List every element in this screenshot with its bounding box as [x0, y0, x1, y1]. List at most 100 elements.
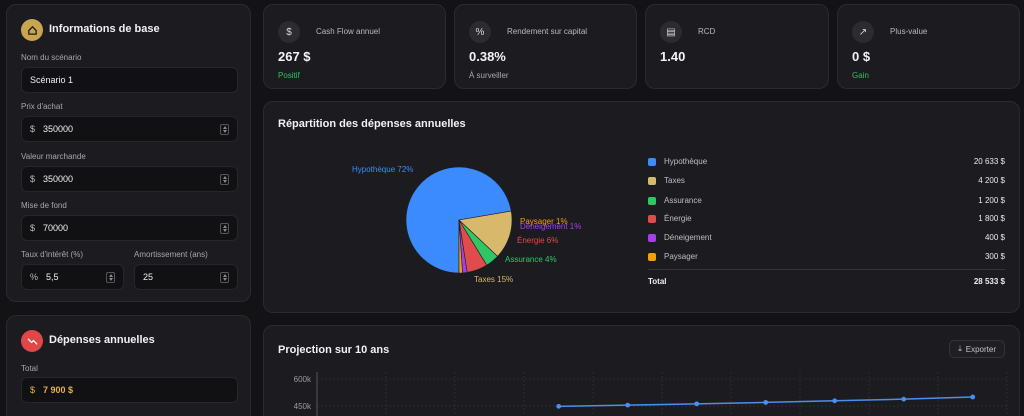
depenses-total-input[interactable]: $ 7 900 $ [21, 377, 238, 403]
scenario-value: Scénario 1 [30, 75, 74, 85]
scenario-name-input[interactable]: Scénario 1 [21, 67, 238, 93]
projection-line-chart: 600k 450k [294, 372, 1008, 416]
kpi-status: Gain [852, 71, 869, 80]
legend-value: 1 200 $ [978, 196, 1005, 205]
mise-value: 70000 [43, 223, 69, 233]
export-button[interactable]: ⤓ Exporter [949, 340, 1005, 358]
depenses-total-label: Total [21, 364, 38, 373]
trend-down-icon [21, 330, 43, 352]
depenses-total-value: 7 900 $ [43, 385, 74, 395]
pie-data-label: Énergie 6% [517, 236, 558, 245]
depenses-card: Dépenses annuelles Total $ 7 900 $ [6, 315, 251, 416]
legend-label: Paysager [664, 252, 698, 261]
base-info-card: Informations de base Nom du scénario Scé… [6, 4, 251, 302]
legend-item: Énergie 1 800 $ [648, 213, 1005, 227]
kpi-label: Rendement sur capital [507, 27, 588, 36]
taux-value: 5,5 [46, 272, 59, 282]
kpi-status: Positif [278, 71, 300, 80]
projection-point[interactable] [694, 401, 700, 407]
legend-swatch [648, 177, 656, 185]
depenses-title: Dépenses annuelles [49, 334, 155, 346]
calculator-icon: ▤ [660, 21, 682, 43]
number-spinner[interactable] [220, 124, 229, 135]
amort-label: Amortissement (ans) [134, 250, 208, 259]
amortissement-input[interactable]: 25 [134, 264, 238, 290]
kpi-value: 1.40 [660, 49, 686, 64]
legend-swatch [648, 158, 656, 166]
taux-interet-input[interactable]: % 5,5 [21, 264, 124, 290]
legend-swatch [648, 197, 656, 205]
home-icon [21, 19, 43, 41]
number-spinner[interactable] [220, 272, 229, 283]
kpi-card-plus-value: ↗ Plus-value 0 $ Gain [837, 4, 1020, 89]
kpi-card-cashflow: $ Cash Flow annuel 267 $ Positif [263, 4, 446, 89]
legend-item: Hypothèque 20 633 $ [648, 156, 1005, 170]
download-icon: ⤓ [958, 344, 962, 353]
valeur-value: 350000 [43, 174, 74, 184]
percent-icon: % [469, 21, 491, 43]
legend-value: 20 633 $ [973, 157, 1005, 166]
projection-title: Projection sur 10 ans [278, 344, 390, 356]
kpi-label: RCD [698, 27, 716, 36]
kpi-value: 267 $ [278, 49, 311, 64]
pie-slice-taxes[interactable] [458, 210, 513, 257]
prix-label: Prix d'achat [21, 102, 63, 111]
projection-point[interactable] [832, 398, 838, 404]
legend-swatch [648, 234, 656, 242]
number-spinner[interactable] [220, 174, 229, 185]
legend-item: Taxes 4 200 $ [648, 175, 1005, 189]
pie-data-label: Paysager 1% [520, 217, 568, 226]
dollar-prefix: $ [30, 174, 36, 184]
legend-item: Paysager 300 $ [648, 251, 1005, 265]
prix-value: 350000 [43, 124, 74, 134]
y-tick-label: 450k [294, 402, 312, 411]
legend-total-value: 28 533 $ [973, 277, 1005, 286]
legend-swatch [648, 253, 656, 261]
percent-prefix: % [30, 272, 39, 282]
projection-point[interactable] [763, 400, 769, 405]
projection-card: Projection sur 10 ans ⤓ Exporter 600k 450… [263, 325, 1020, 416]
kpi-status: À surveiller [469, 71, 509, 80]
pie-slice-paysager[interactable] [458, 219, 463, 274]
repartition-title: Répartition des dépenses annuelles [278, 118, 466, 130]
kpi-label: Plus-value [890, 27, 928, 36]
legend-label: Taxes [664, 176, 685, 185]
legend-swatch [648, 215, 656, 223]
legend-value: 1 800 $ [978, 214, 1005, 223]
taux-label: Taux d'intérêt (%) [21, 250, 83, 259]
number-spinner[interactable] [220, 223, 229, 234]
pie-data-label: Taxes 15% [474, 275, 513, 284]
repartition-card: Répartition des dépenses annuelles Hypot… [263, 101, 1020, 313]
prix-achat-input[interactable]: $ 350000 [21, 116, 238, 142]
projection-point[interactable] [970, 394, 976, 400]
export-label: Exporter [965, 344, 996, 354]
valeur-marchande-input[interactable]: $ 350000 [21, 166, 238, 192]
legend-divider [648, 269, 1005, 270]
kpi-label: Cash Flow annuel [316, 27, 381, 36]
valeur-label: Valeur marchande [21, 152, 86, 161]
legend-value: 4 200 $ [978, 176, 1005, 185]
dollar-prefix: $ [30, 223, 36, 233]
legend-item: Assurance 1 200 $ [648, 195, 1005, 209]
mise-de-fond-input[interactable]: $ 70000 [21, 215, 238, 241]
dollar-prefix: $ [30, 385, 36, 395]
projection-point[interactable] [625, 402, 631, 408]
pie-data-label: Déneigement 1% [520, 222, 581, 231]
mise-label: Mise de fond [21, 201, 67, 210]
kpi-value: 0.38% [469, 49, 506, 64]
projection-point[interactable] [901, 396, 907, 402]
legend-label: Assurance [664, 196, 702, 205]
legend-label: Déneigement [664, 233, 712, 242]
dollar-prefix: $ [30, 124, 36, 134]
kpi-value: 0 $ [852, 49, 871, 64]
amort-value: 25 [143, 272, 154, 282]
y-tick-label: 600k [294, 375, 312, 384]
pie-data-label: Assurance 4% [505, 255, 557, 264]
kpi-card-rcd: ▤ RCD 1.40 [645, 4, 829, 89]
projection-point[interactable] [556, 403, 562, 409]
legend-total-label: Total [648, 277, 667, 286]
number-spinner[interactable] [106, 272, 115, 283]
legend-value: 400 $ [984, 233, 1005, 242]
pie-data-label: Hypothèque 72% [352, 165, 413, 174]
legend-label: Énergie [664, 214, 692, 223]
